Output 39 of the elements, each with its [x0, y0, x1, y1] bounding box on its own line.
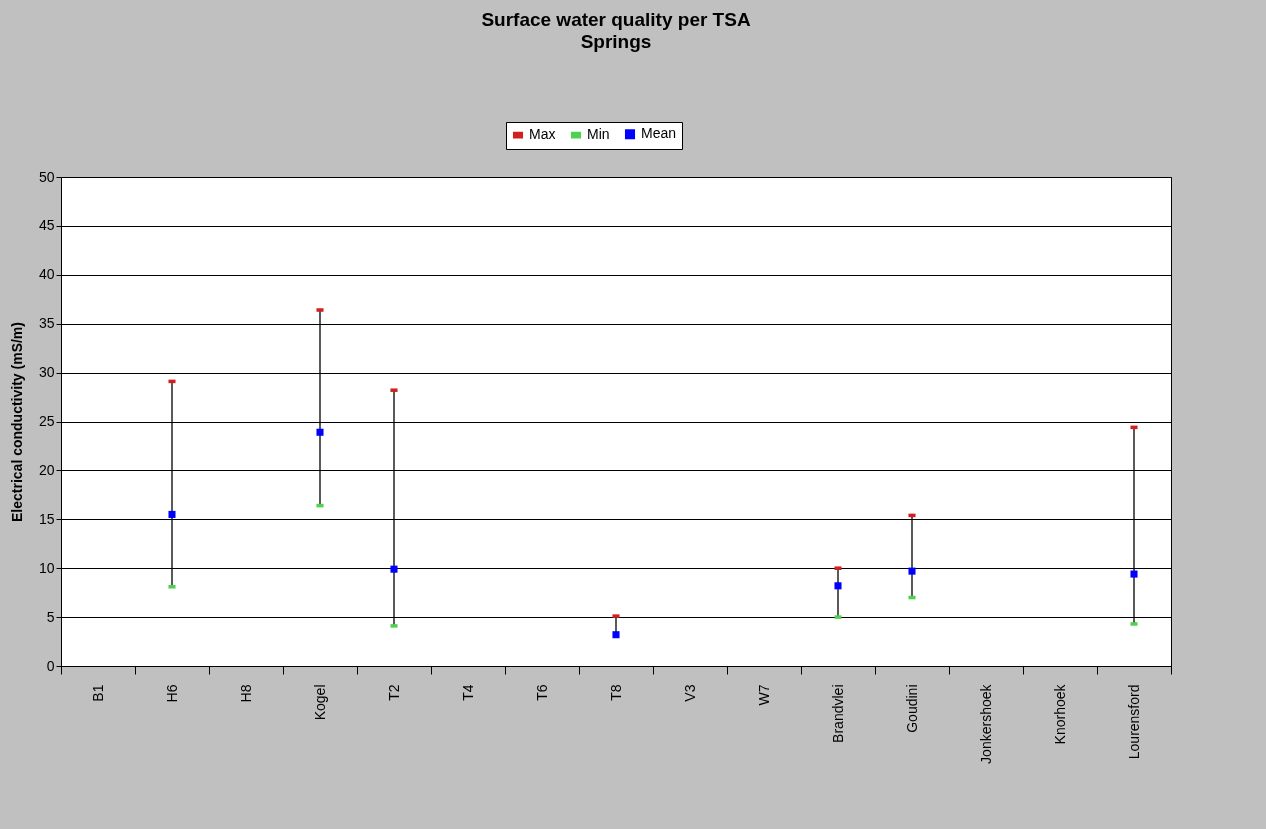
y-tick-label: 10: [38, 559, 55, 576]
point: [316, 428, 324, 436]
x-tick-label: Goudini: [903, 684, 920, 733]
chart-title: Surface water quality per TSA: [481, 8, 751, 30]
x-tick-label: T2: [385, 684, 402, 701]
x-tick-label: V3: [681, 684, 698, 702]
y-tick-label: 0: [46, 657, 55, 674]
legend-label: Min: [587, 126, 610, 143]
point: [1130, 570, 1138, 578]
y-tick-label: 40: [38, 266, 55, 283]
point: [834, 582, 842, 590]
y-tick-label: 30: [38, 364, 55, 381]
x-tick-label: H6: [163, 684, 180, 703]
y-tick-label: 20: [38, 461, 55, 478]
x-tick-label: Jonkershoek: [977, 683, 994, 764]
y-tick-label: 50: [38, 168, 55, 185]
x-tick-label: Lourensford: [1125, 684, 1142, 760]
point: [612, 631, 620, 639]
legend-label: Mean: [641, 125, 677, 142]
legend-label: Max: [529, 126, 556, 143]
y-tick-label: 35: [38, 315, 55, 332]
x-tick-label: Kogel: [311, 684, 328, 721]
chart-subtitle: Springs: [580, 30, 652, 52]
x-tick-label: Brandvlei: [829, 684, 846, 743]
x-tick-label: W7: [755, 684, 772, 706]
x-tick-label: T4: [459, 684, 476, 701]
x-tick-label: Knorhoek: [1051, 683, 1068, 745]
x-tick-label: T6: [533, 684, 550, 701]
x-tick-label: T8: [607, 684, 624, 701]
x-tick-label: B1: [89, 684, 106, 702]
x-tick-label: H8: [237, 684, 254, 703]
point: [390, 565, 398, 573]
point: [168, 510, 176, 518]
y-tick-label: 5: [46, 608, 55, 625]
y-tick-label: 25: [38, 413, 55, 429]
point: [908, 567, 916, 575]
y-axis-title: Electrical conductivity (mS/m): [8, 322, 25, 522]
y-tick-label: 15: [38, 510, 55, 527]
y-tick-label: 45: [38, 217, 55, 234]
